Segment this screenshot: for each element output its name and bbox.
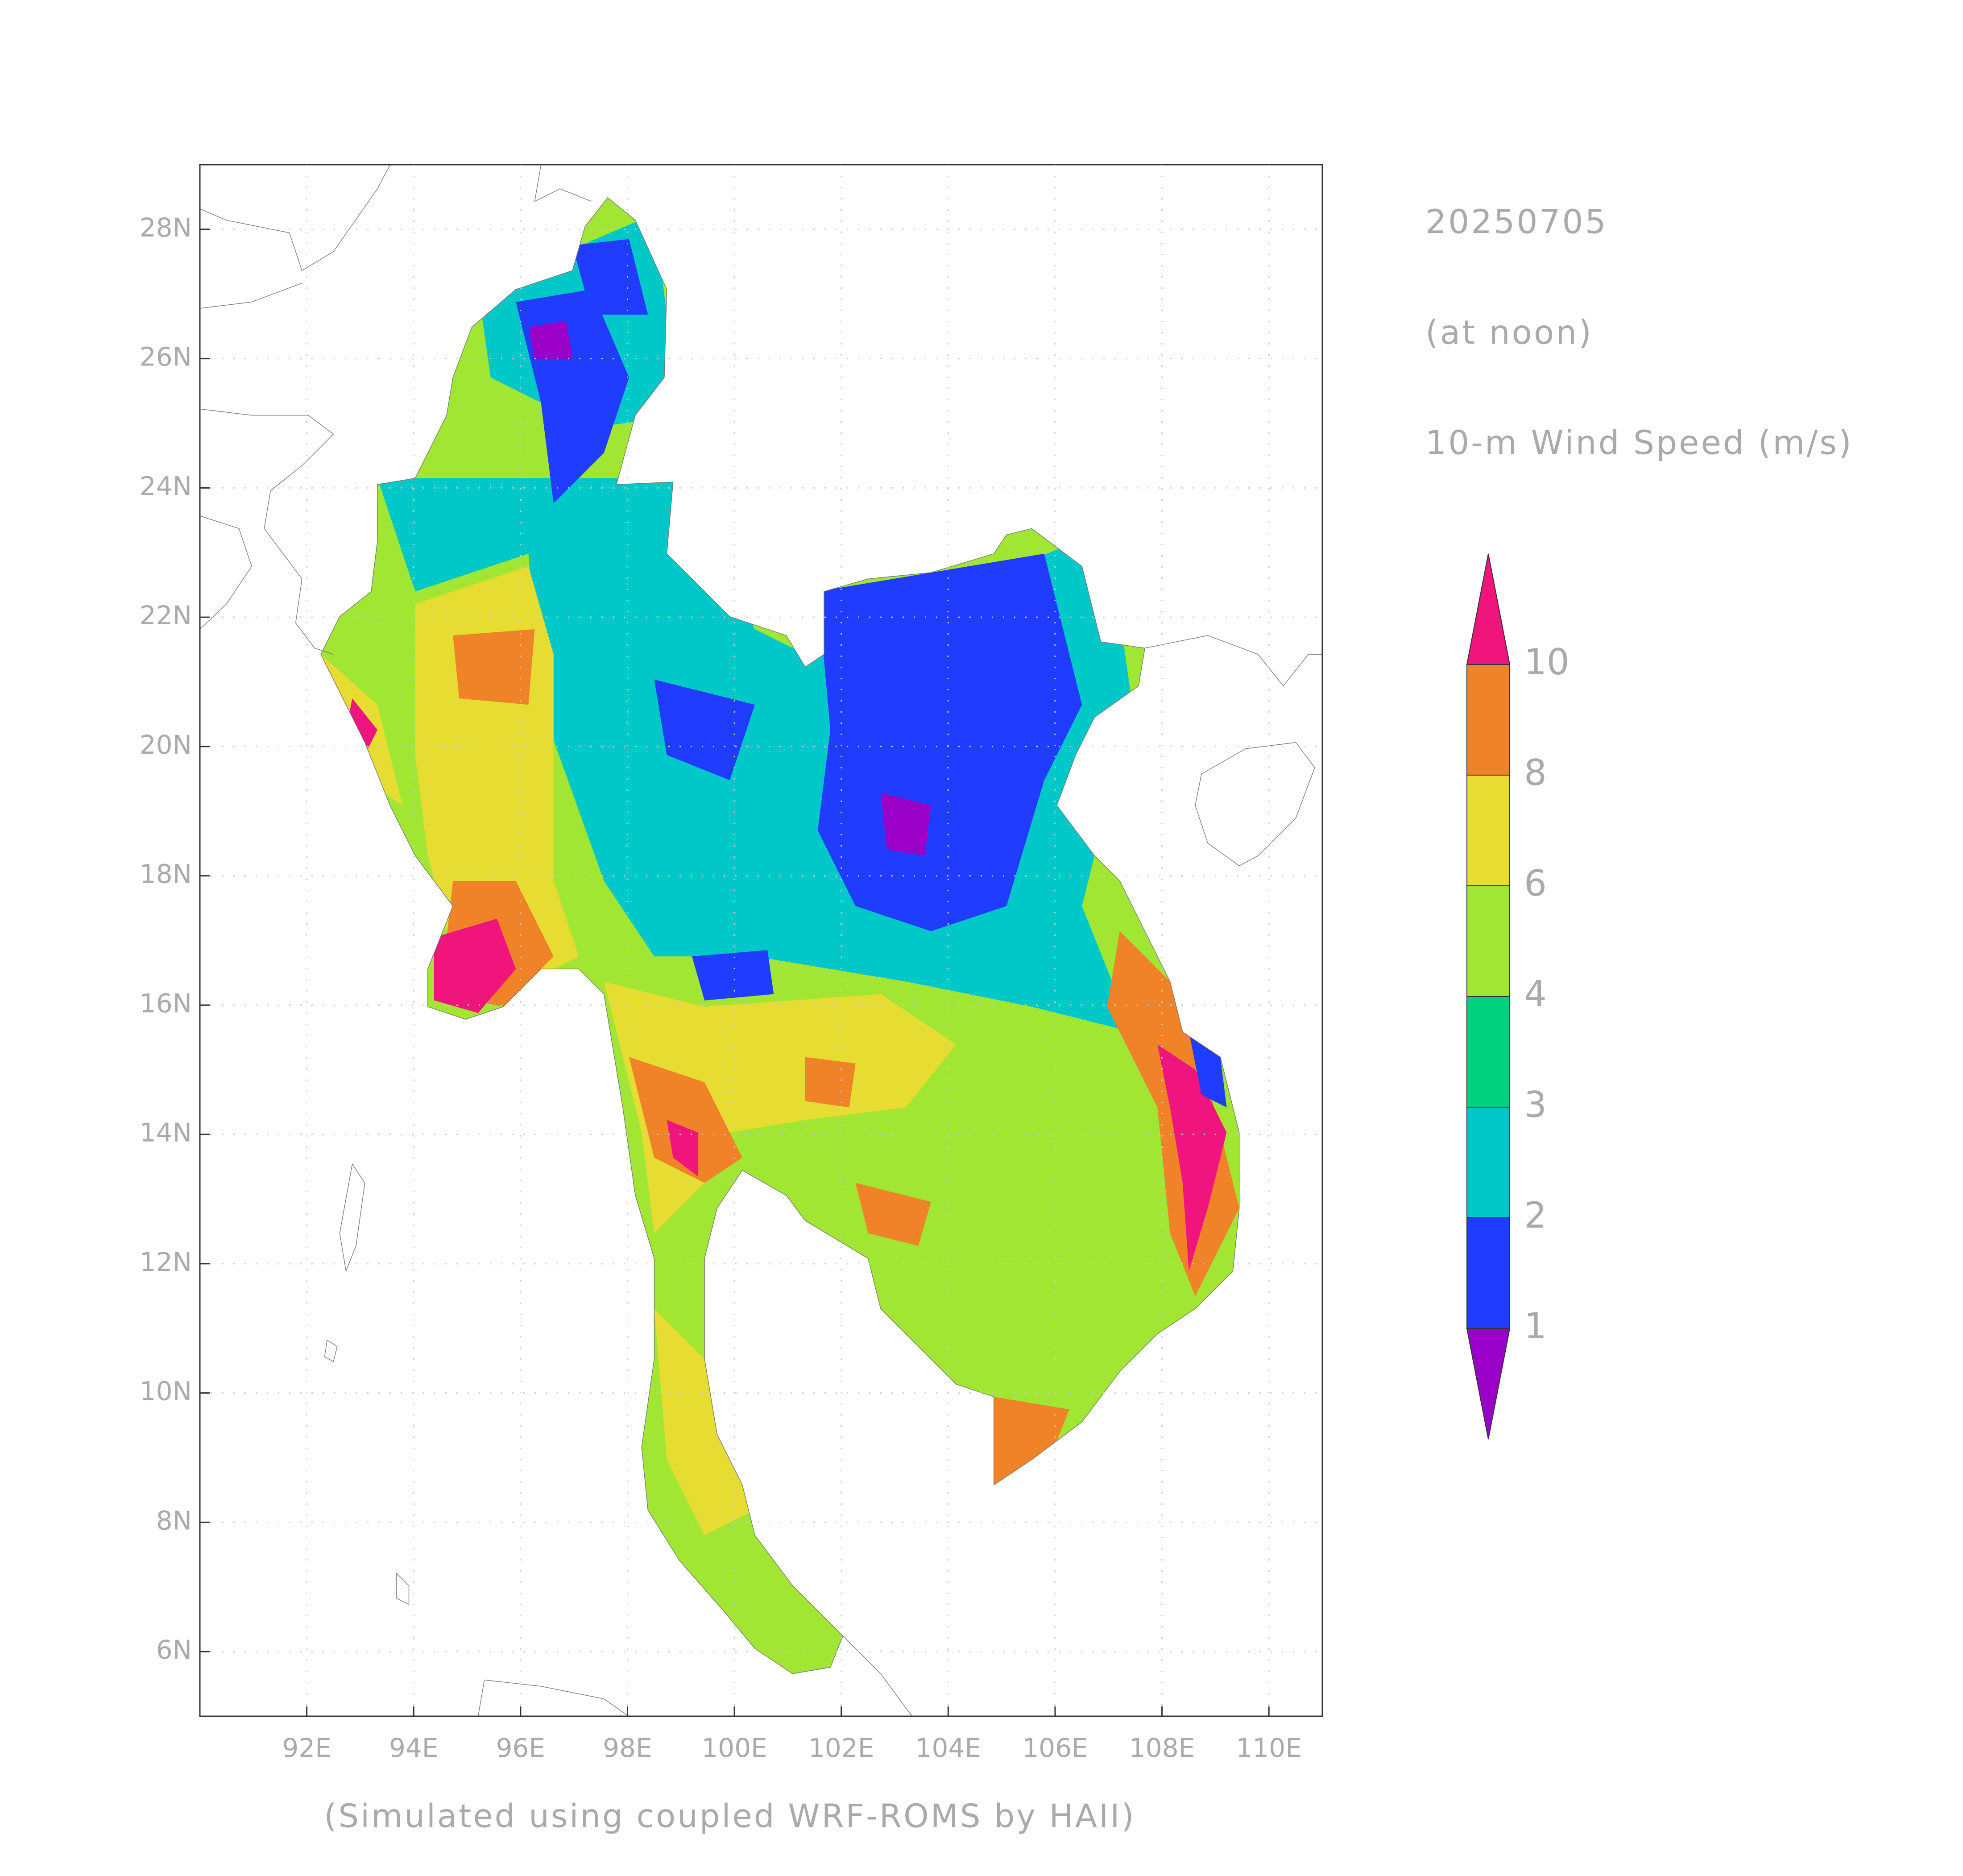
colorbar-label: 6 bbox=[1524, 863, 1547, 904]
y-tick-label: 18N bbox=[140, 859, 192, 889]
y-tick-label: 26N bbox=[140, 342, 192, 372]
date-label: 20250705 bbox=[1425, 203, 1608, 241]
colorbar-box bbox=[1466, 1107, 1510, 1218]
y-tick-label: 10N bbox=[140, 1376, 192, 1407]
y-tick-label: 28N bbox=[140, 212, 192, 243]
colorbar-label: 1 bbox=[1524, 1305, 1547, 1347]
map-field bbox=[199, 165, 1322, 1717]
x-tick-label: 98E bbox=[603, 1733, 652, 1763]
colorbar-box bbox=[1466, 664, 1510, 776]
x-tick-label: 108E bbox=[1129, 1733, 1195, 1763]
colorbar-box bbox=[1466, 775, 1510, 886]
x-tick-label: 96E bbox=[496, 1733, 545, 1763]
colorbar-label: 8 bbox=[1524, 752, 1547, 793]
y-tick-label: 12N bbox=[140, 1247, 192, 1277]
colorbar-box bbox=[1466, 885, 1510, 997]
x-tick-label: 92E bbox=[282, 1733, 331, 1763]
x-tick-label: 110E bbox=[1236, 1733, 1302, 1763]
colorbar-label: 3 bbox=[1524, 1084, 1547, 1125]
x-tick-label: 102E bbox=[808, 1733, 874, 1763]
y-tick-label: 6N bbox=[156, 1635, 192, 1665]
y-tick-label: 16N bbox=[140, 988, 192, 1018]
map-frame bbox=[199, 164, 1323, 1717]
colorbar-label: 4 bbox=[1524, 973, 1547, 1015]
y-tick-label: 22N bbox=[140, 600, 192, 631]
y-tick-label: 20N bbox=[140, 730, 192, 760]
y-tick-label: 14N bbox=[140, 1117, 192, 1148]
x-tick-label: 100E bbox=[701, 1733, 767, 1763]
colorbar-under-arrow bbox=[1466, 1328, 1511, 1440]
x-tick-label: 104E bbox=[915, 1733, 981, 1763]
time-label: (at noon) bbox=[1425, 314, 1593, 352]
y-tick-label: 8N bbox=[156, 1505, 192, 1536]
y-tick-label: 24N bbox=[140, 471, 192, 501]
colorbar-box bbox=[1466, 1217, 1510, 1329]
variable-label: 10-m Wind Speed (m/s) bbox=[1425, 424, 1853, 462]
colorbar-label: 10 bbox=[1524, 641, 1570, 683]
colorbar-box bbox=[1466, 996, 1510, 1108]
colorbar-over-arrow bbox=[1466, 553, 1511, 665]
x-tick-label: 106E bbox=[1022, 1733, 1088, 1763]
colorbar-label: 2 bbox=[1524, 1195, 1547, 1236]
footer-note: (Simulated using coupled WRF-ROMS by HAI… bbox=[324, 1797, 1135, 1835]
x-tick-label: 94E bbox=[389, 1733, 438, 1763]
